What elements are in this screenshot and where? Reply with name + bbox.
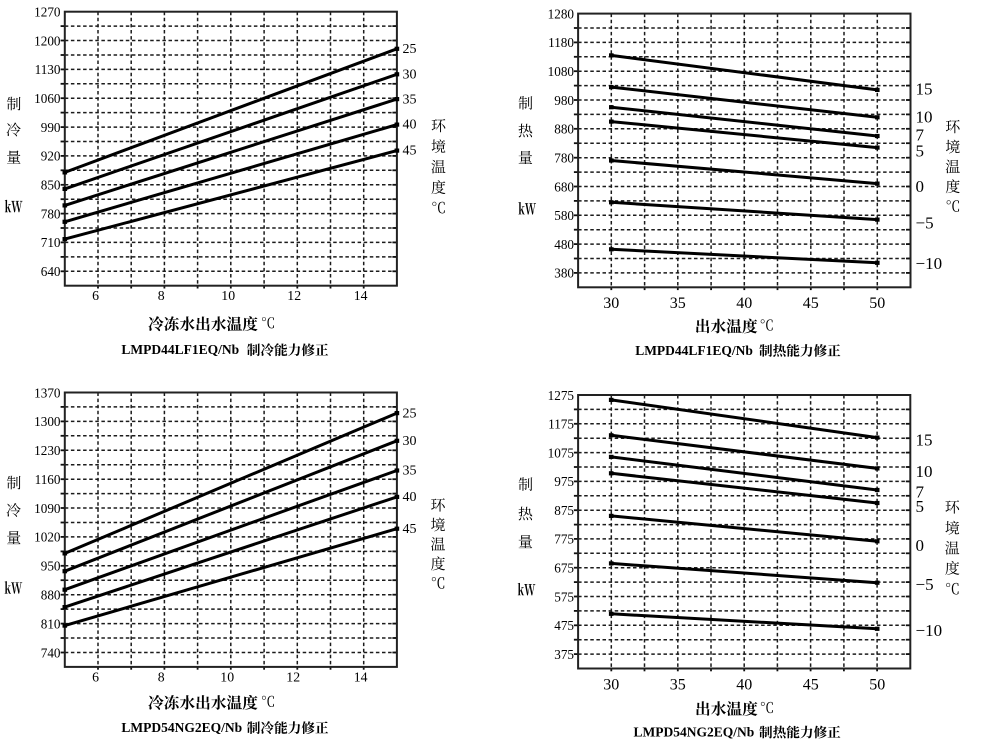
svg-text:780: 780 bbox=[554, 151, 574, 166]
svg-text:45: 45 bbox=[403, 522, 417, 537]
svg-text:980: 980 bbox=[554, 93, 574, 108]
svg-text:LMPD54NG2EQ/Nb: LMPD54NG2EQ/Nb bbox=[121, 720, 242, 735]
svg-text:1230: 1230 bbox=[34, 443, 61, 458]
svg-text:1175: 1175 bbox=[548, 417, 574, 432]
svg-text:810: 810 bbox=[41, 616, 61, 631]
svg-text:575: 575 bbox=[554, 589, 574, 604]
svg-text:580: 580 bbox=[554, 208, 574, 223]
svg-text:7: 7 bbox=[916, 483, 925, 502]
svg-text:12: 12 bbox=[287, 288, 301, 303]
svg-text:14: 14 bbox=[354, 288, 368, 303]
svg-text:10: 10 bbox=[220, 669, 234, 684]
svg-text:740: 740 bbox=[41, 645, 61, 660]
svg-text:−5: −5 bbox=[916, 214, 934, 233]
svg-text:25: 25 bbox=[403, 42, 417, 57]
svg-text:10: 10 bbox=[916, 462, 933, 481]
svg-text:990: 990 bbox=[41, 120, 61, 135]
svg-text:850: 850 bbox=[41, 178, 61, 193]
svg-text:6: 6 bbox=[92, 669, 99, 684]
svg-text:15: 15 bbox=[916, 431, 933, 450]
svg-text:30: 30 bbox=[603, 676, 619, 693]
svg-text:30: 30 bbox=[403, 67, 417, 82]
svg-text:5: 5 bbox=[916, 497, 925, 516]
svg-text:35: 35 bbox=[670, 295, 686, 312]
svg-text:7: 7 bbox=[916, 125, 925, 144]
svg-text:1090: 1090 bbox=[34, 501, 61, 516]
svg-text:LMPD44LF1EQ/Nb: LMPD44LF1EQ/Nb bbox=[635, 343, 753, 358]
svg-text:380: 380 bbox=[554, 266, 574, 281]
svg-text:1370: 1370 bbox=[34, 385, 61, 400]
svg-text:1200: 1200 bbox=[34, 33, 61, 48]
svg-text:1270: 1270 bbox=[34, 5, 61, 20]
svg-text:12: 12 bbox=[286, 669, 300, 684]
svg-text:480: 480 bbox=[554, 237, 574, 252]
svg-text:1160: 1160 bbox=[35, 472, 61, 487]
svg-text:1060: 1060 bbox=[34, 91, 61, 106]
svg-text:775: 775 bbox=[554, 532, 574, 547]
svg-text:LMPD54NG2EQ/Nb: LMPD54NG2EQ/Nb bbox=[634, 724, 755, 739]
svg-text:40: 40 bbox=[403, 118, 417, 133]
svg-text:0: 0 bbox=[916, 177, 925, 196]
svg-text:640: 640 bbox=[41, 264, 61, 279]
svg-text:30: 30 bbox=[403, 434, 417, 449]
svg-text:10: 10 bbox=[221, 288, 235, 303]
svg-text:780: 780 bbox=[41, 206, 61, 221]
svg-text:710: 710 bbox=[41, 235, 61, 250]
svg-text:LMPD44LF1EQ/Nb: LMPD44LF1EQ/Nb bbox=[121, 342, 239, 357]
svg-text:−10: −10 bbox=[916, 621, 943, 640]
svg-text:375: 375 bbox=[554, 647, 574, 662]
svg-text:50: 50 bbox=[869, 295, 885, 312]
svg-text:50: 50 bbox=[869, 676, 885, 693]
svg-text:15: 15 bbox=[916, 80, 933, 99]
svg-text:1130: 1130 bbox=[35, 62, 61, 77]
svg-text:6: 6 bbox=[92, 288, 99, 303]
svg-text:1020: 1020 bbox=[34, 530, 61, 545]
svg-text:5: 5 bbox=[916, 142, 925, 161]
svg-text:−10: −10 bbox=[916, 254, 943, 273]
svg-text:45: 45 bbox=[403, 144, 417, 159]
svg-text:45: 45 bbox=[803, 295, 819, 312]
svg-text:475: 475 bbox=[554, 618, 574, 633]
svg-text:975: 975 bbox=[554, 474, 574, 489]
svg-text:45: 45 bbox=[803, 676, 819, 693]
svg-text:8: 8 bbox=[158, 669, 165, 684]
svg-text:35: 35 bbox=[670, 676, 686, 693]
svg-text:1300: 1300 bbox=[34, 414, 61, 429]
svg-text:40: 40 bbox=[736, 676, 752, 693]
svg-text:920: 920 bbox=[41, 149, 61, 164]
svg-text:880: 880 bbox=[554, 122, 574, 137]
svg-text:0: 0 bbox=[916, 536, 925, 555]
svg-text:1180: 1180 bbox=[548, 35, 574, 50]
svg-text:10: 10 bbox=[916, 108, 933, 127]
svg-text:875: 875 bbox=[554, 503, 574, 518]
svg-text:1080: 1080 bbox=[548, 64, 575, 79]
svg-text:675: 675 bbox=[554, 561, 574, 576]
svg-text:14: 14 bbox=[354, 669, 368, 684]
svg-text:1275: 1275 bbox=[548, 388, 575, 403]
svg-text:40: 40 bbox=[403, 490, 417, 505]
svg-text:35: 35 bbox=[403, 92, 417, 107]
svg-text:25: 25 bbox=[403, 407, 417, 422]
svg-text:40: 40 bbox=[736, 295, 752, 312]
svg-text:1280: 1280 bbox=[548, 6, 575, 21]
svg-text:−5: −5 bbox=[916, 575, 934, 594]
svg-text:8: 8 bbox=[158, 288, 165, 303]
svg-text:950: 950 bbox=[41, 559, 61, 574]
svg-text:35: 35 bbox=[403, 464, 417, 479]
svg-text:680: 680 bbox=[554, 179, 574, 194]
svg-text:30: 30 bbox=[603, 295, 619, 312]
svg-text:1075: 1075 bbox=[548, 445, 575, 460]
svg-text:880: 880 bbox=[41, 588, 61, 603]
